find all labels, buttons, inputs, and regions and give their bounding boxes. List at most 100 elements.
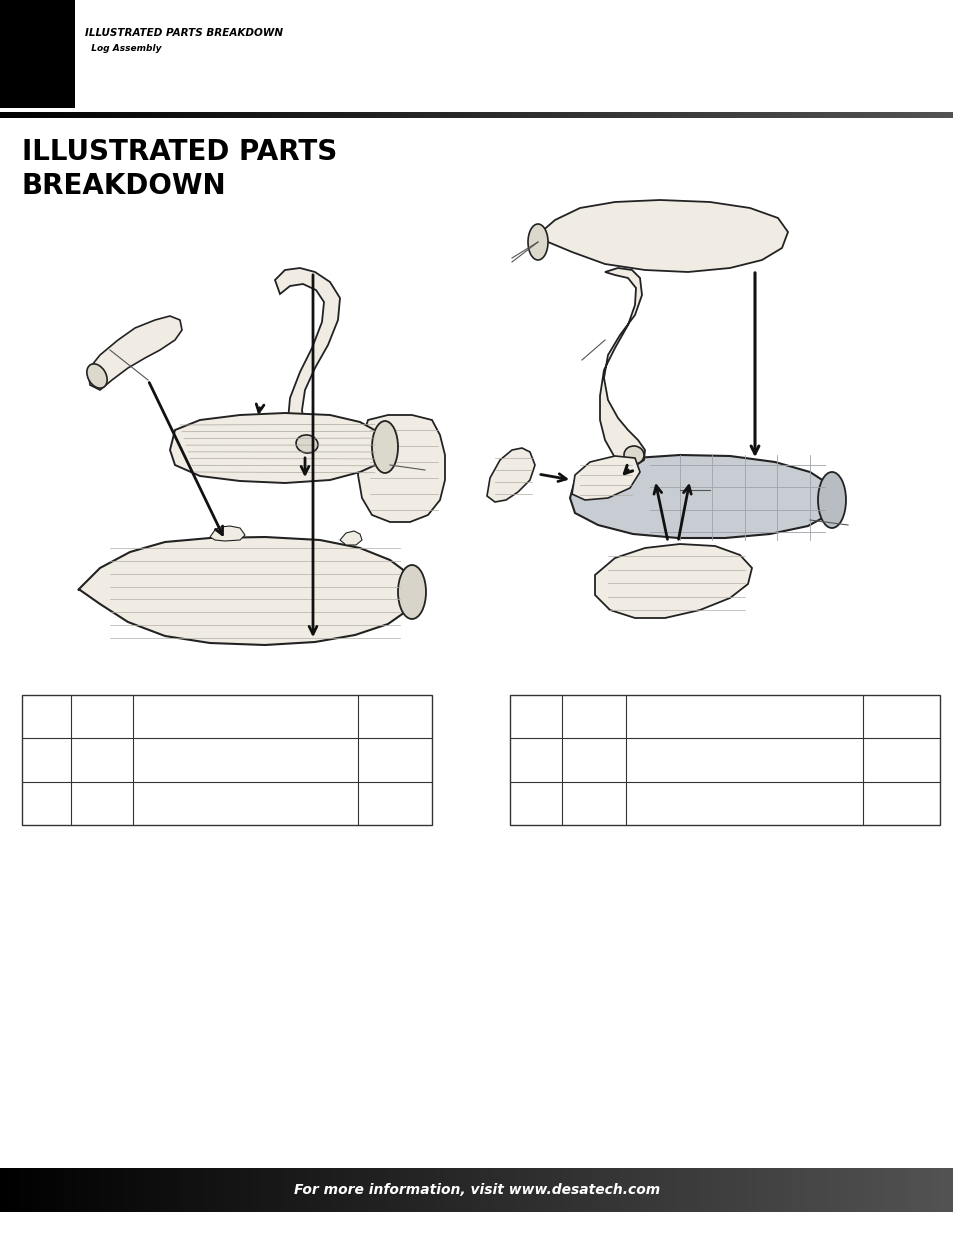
Polygon shape [572,456,639,500]
Bar [136,112,141,119]
Bar [26,112,30,119]
Bar [334,112,337,119]
Bar [181,1168,185,1212]
Bar [92,112,96,119]
Bar [31,112,36,119]
Bar [629,112,633,119]
Bar [448,1168,452,1212]
Bar [810,112,814,119]
Bar [658,1168,661,1212]
Bar [476,1168,480,1212]
Bar [474,112,477,119]
Bar [133,112,137,119]
Bar [924,112,928,119]
Bar [73,112,77,119]
Bar [388,1168,392,1212]
Bar [279,1168,284,1212]
Bar [474,1168,477,1212]
Bar [95,112,99,119]
Bar [64,112,68,119]
Bar [772,1168,776,1212]
Bar [238,112,242,119]
Bar [7,1168,10,1212]
Bar [559,1168,563,1212]
Bar [794,1168,799,1212]
Bar [829,112,833,119]
Bar [693,112,697,119]
Bar [95,1168,99,1212]
Bar [54,1168,58,1212]
Bar [302,1168,306,1212]
Bar [546,112,551,119]
Bar [803,1168,808,1212]
Bar [298,1168,303,1212]
Bar [372,1168,375,1212]
Bar [365,112,370,119]
Bar [92,1168,96,1212]
Bar [229,1168,233,1212]
Bar [38,1168,42,1212]
Bar [365,1168,370,1212]
Bar [517,1168,522,1212]
Bar [677,1168,680,1212]
Bar [483,112,487,119]
Bar [934,112,938,119]
Bar [508,112,513,119]
Bar [483,1168,487,1212]
Bar [3,1168,8,1212]
Bar [479,1168,484,1212]
Bar [76,112,80,119]
Bar [438,112,442,119]
Bar [559,112,563,119]
Bar [927,112,932,119]
Bar [588,112,592,119]
Bar [105,1168,109,1212]
Bar [521,1168,525,1212]
Bar [305,1168,309,1212]
Bar [41,112,46,119]
Bar [712,1168,716,1212]
Bar [715,112,719,119]
Bar [222,112,227,119]
Bar [584,1168,589,1212]
Bar [801,1168,804,1212]
Bar [836,112,840,119]
Bar [353,112,356,119]
Bar [251,1168,255,1212]
Bar [851,1168,856,1212]
Bar [359,112,363,119]
Bar [165,112,170,119]
Bar [283,112,287,119]
Bar [826,112,830,119]
Bar [321,1168,325,1212]
Bar [346,112,351,119]
Bar [312,112,315,119]
Bar [848,112,852,119]
Bar [83,1168,87,1212]
Bar [359,1168,363,1212]
Bar [327,112,332,119]
Bar [98,112,103,119]
Bar [451,1168,456,1212]
Bar [451,112,456,119]
Bar [641,1168,646,1212]
Bar [841,112,846,119]
Bar [556,112,560,119]
Bar [12,1168,17,1212]
Bar [172,112,175,119]
Bar [378,1168,382,1212]
Bar [283,1168,287,1212]
Bar [540,112,544,119]
Bar [143,112,147,119]
Bar [851,112,856,119]
Bar [274,1168,277,1212]
Bar [617,112,620,119]
Bar [927,1168,932,1212]
Bar [505,1168,509,1212]
Bar [413,1168,417,1212]
Bar [375,112,379,119]
Bar [594,1168,598,1212]
Bar [899,1168,903,1212]
Bar [502,112,506,119]
Bar [639,112,642,119]
